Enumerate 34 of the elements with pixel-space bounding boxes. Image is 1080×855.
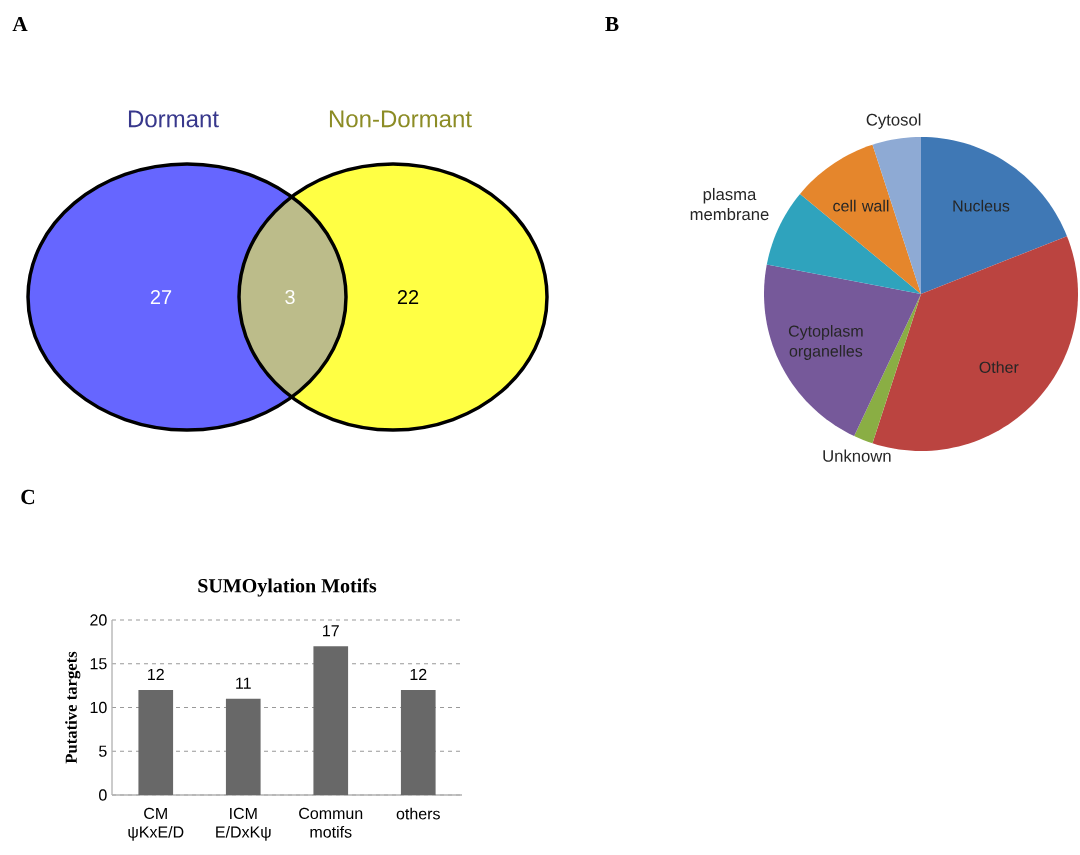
slice-label: Cytosol — [866, 113, 921, 129]
category-label: Dormant — [128, 110, 219, 128]
text: A — [12, 16, 28, 32]
data-label: 12 — [148, 668, 164, 680]
x-tick-label: others — [396, 807, 440, 820]
bar — [138, 690, 174, 795]
bar — [225, 698, 261, 795]
slice-label: Unknown — [823, 449, 891, 462]
slice-label: Cytoplasm organelles — [788, 325, 863, 360]
slice-label: plasma membrane — [690, 187, 769, 221]
y-tick-label: 15 — [90, 658, 107, 670]
y-tick-label: 0 — [99, 789, 107, 801]
x-tick-label: Commun motifs — [299, 807, 363, 838]
data-label: 17 — [323, 625, 339, 637]
bar — [400, 690, 436, 795]
chart-title: SUMOylation Motifs — [198, 578, 377, 597]
data-label: 11 — [236, 677, 251, 689]
x-tick-label: CM ψKxE/D — [128, 807, 184, 841]
y-tick-label: 5 — [99, 745, 107, 757]
bar — [313, 646, 349, 795]
y-tick-label: 10 — [90, 701, 107, 714]
data-label: 3 — [285, 289, 295, 305]
slice-label: Nucleus — [953, 199, 1010, 212]
y-axis-title: Putative targets — [65, 651, 81, 764]
data-label: 22 — [397, 290, 419, 304]
text: C — [21, 489, 35, 505]
slice-label: Other — [979, 361, 1019, 373]
data-label: 27 — [150, 290, 172, 304]
x-tick-label: ICM E/DxKψ — [216, 807, 271, 841]
text: B — [605, 16, 619, 32]
slice-label: cell wall — [833, 199, 889, 212]
category-label: Non-Dormant — [329, 110, 472, 128]
y-tick-label: 20 — [90, 614, 107, 626]
data-label: 12 — [410, 668, 427, 680]
